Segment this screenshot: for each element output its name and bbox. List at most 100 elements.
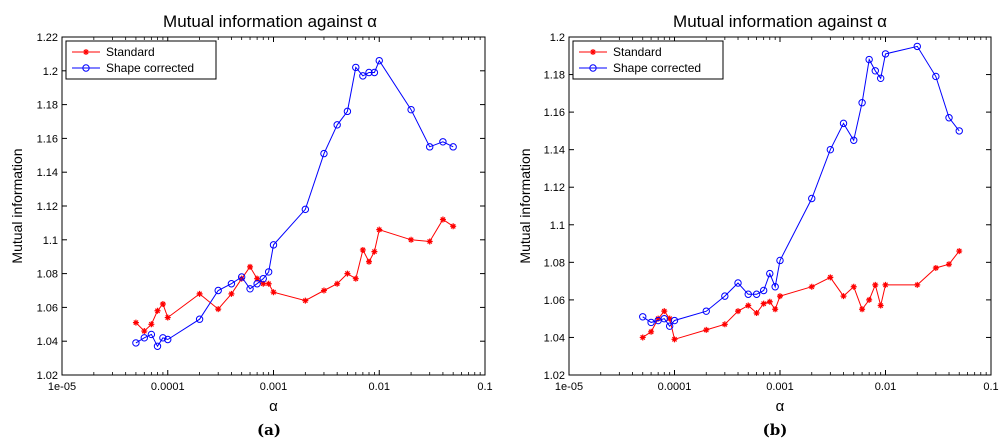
data-point <box>721 321 728 328</box>
data-point <box>882 281 889 288</box>
data-point <box>639 313 647 321</box>
data-point <box>766 269 774 278</box>
data-point <box>826 145 835 154</box>
y-tick-label: 1.12 <box>544 182 565 194</box>
data-point <box>159 334 167 342</box>
data-point <box>850 283 857 290</box>
y-tick-label: 1.14 <box>544 145 565 157</box>
plot-frame <box>61 36 486 376</box>
y-tick-label: 1.02 <box>37 370 58 382</box>
data-point <box>352 63 360 72</box>
data-point <box>744 290 752 298</box>
data-point <box>269 241 278 249</box>
data-point <box>665 322 674 330</box>
data-point <box>914 281 921 288</box>
data-point <box>840 293 847 300</box>
data-point <box>196 290 203 297</box>
data-point <box>772 306 779 313</box>
data-point <box>333 121 341 129</box>
data-point <box>237 273 246 281</box>
data-point <box>956 248 963 255</box>
legend: Standard Shape corrected <box>65 40 217 80</box>
data-point <box>238 275 245 282</box>
data-point <box>666 315 673 322</box>
legend-box <box>65 40 217 80</box>
data-point <box>777 293 783 300</box>
data-point <box>376 226 383 233</box>
data-point <box>753 310 760 317</box>
chart-a: 1e-05 0.0001 0.001 0.01 0.1 1.02 1.04 1.06 1.08 1… <box>9 12 493 415</box>
x-tick-label: 0.01 <box>369 381 390 393</box>
data-point <box>877 302 884 309</box>
x-tick-label: 1e-05 <box>48 381 76 393</box>
data-point <box>660 314 668 323</box>
data-point <box>247 263 254 270</box>
data-point <box>859 306 866 313</box>
legend-label: Standard <box>106 45 155 59</box>
data-point <box>776 256 784 265</box>
data-point <box>866 296 873 303</box>
data-point <box>214 286 222 295</box>
x-axis-label: α <box>269 398 278 415</box>
data-point <box>148 321 155 328</box>
legend-marker <box>82 64 90 72</box>
data-point <box>808 283 815 290</box>
y-tick-label: 1.14 <box>37 167 58 179</box>
data-point <box>140 334 148 342</box>
data-point <box>375 56 383 65</box>
data-point <box>153 342 162 350</box>
y-axis-label: Mutual information <box>517 148 533 263</box>
data-point <box>265 280 272 287</box>
y-tick-label: 1.18 <box>544 70 565 82</box>
data-point <box>132 319 139 326</box>
data-point <box>735 308 742 315</box>
data-point <box>343 107 352 116</box>
data-point <box>639 334 646 341</box>
data-point <box>253 280 261 288</box>
y-tick-label: 1.2 <box>43 66 58 78</box>
data-point <box>352 275 359 282</box>
data-point <box>371 248 378 255</box>
data-point <box>827 274 834 281</box>
data-point <box>164 335 172 344</box>
caption-b: (b) <box>763 421 788 439</box>
data-point <box>370 68 379 77</box>
legend-marker <box>589 64 597 72</box>
data-point <box>320 149 328 158</box>
series-shape-corrected <box>639 42 963 330</box>
data-point <box>655 315 662 322</box>
data-point <box>955 127 963 135</box>
data-point <box>359 246 366 253</box>
data-point <box>215 306 222 313</box>
y-tick-label: 1.1 <box>550 220 565 232</box>
data-point <box>164 314 171 321</box>
data-point <box>721 292 729 300</box>
data-point <box>301 205 310 214</box>
y-tick-label: 1.04 <box>544 332 565 344</box>
data-point <box>671 336 678 343</box>
series-shape-corrected <box>132 56 457 350</box>
legend-box <box>572 40 724 80</box>
data-point <box>648 328 655 335</box>
caption-a: (a) <box>257 421 281 439</box>
data-point <box>260 280 267 287</box>
data-point <box>227 280 236 288</box>
data-point <box>670 316 679 325</box>
data-point <box>865 55 873 64</box>
x-tick-label: 0.0001 <box>658 381 692 393</box>
data-point <box>932 264 939 271</box>
x-tick-label: 0.001 <box>766 381 794 393</box>
x-tick-label: 0.1 <box>477 381 492 393</box>
y-tick-label: 1.08 <box>37 269 58 281</box>
data-point <box>872 281 879 288</box>
data-point <box>858 99 866 107</box>
data-point <box>408 236 415 243</box>
y-tick-label: 1.2 <box>550 32 565 44</box>
x-tick-label: 0.0001 <box>151 381 185 393</box>
series-standard <box>132 216 457 335</box>
data-point <box>702 307 710 315</box>
y-tick-label: 1.18 <box>37 100 58 112</box>
data-point <box>881 50 890 58</box>
y-tick-label: 1.16 <box>37 133 58 145</box>
legend-label: Shape corrected <box>106 61 194 75</box>
